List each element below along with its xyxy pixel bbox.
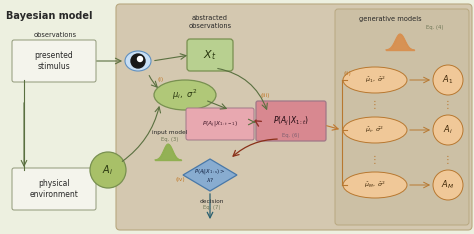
FancyBboxPatch shape: [256, 101, 326, 141]
Text: $A_1$: $A_1$: [442, 74, 454, 86]
Text: $A_i$: $A_i$: [443, 124, 453, 136]
Text: $\mu_i,\ \sigma^2$: $\mu_i,\ \sigma^2$: [173, 88, 198, 102]
Circle shape: [131, 54, 145, 68]
Circle shape: [137, 56, 143, 62]
Text: Bayesian model: Bayesian model: [6, 11, 92, 21]
Text: (iv): (iv): [175, 176, 185, 182]
Text: physical
environment: physical environment: [29, 179, 78, 199]
FancyBboxPatch shape: [116, 4, 472, 230]
Text: Eq. (4): Eq. (4): [427, 25, 444, 30]
FancyBboxPatch shape: [335, 9, 469, 225]
Text: (i): (i): [158, 77, 164, 81]
Ellipse shape: [343, 117, 407, 143]
Text: $\hat{\mu}_1,\ \hat{\sigma}^2$: $\hat{\mu}_1,\ \hat{\sigma}^2$: [365, 75, 385, 85]
Text: input model: input model: [152, 130, 188, 135]
Text: $\hat{\mu}_i,\ \hat{\sigma}^2$: $\hat{\mu}_i,\ \hat{\sigma}^2$: [365, 125, 384, 135]
Text: $\lambda?$: $\lambda?$: [206, 176, 214, 184]
Polygon shape: [183, 159, 237, 191]
Circle shape: [433, 170, 463, 200]
Text: presented
stimulus: presented stimulus: [35, 51, 73, 71]
Text: $P(A_j|X_{1:t-1})$: $P(A_j|X_{1:t-1})$: [202, 119, 238, 129]
Circle shape: [433, 115, 463, 145]
Text: $A_i$: $A_i$: [102, 163, 113, 177]
Ellipse shape: [343, 172, 407, 198]
Text: (ii): (ii): [344, 71, 352, 76]
Text: $X_t$: $X_t$: [203, 48, 217, 62]
Text: ⋮: ⋮: [370, 155, 380, 165]
FancyBboxPatch shape: [12, 40, 96, 82]
Text: ⋮: ⋮: [443, 155, 453, 165]
Text: $P(A_j|X_{1:t})$: $P(A_j|X_{1:t})$: [273, 114, 309, 128]
Text: abstracted
observations: abstracted observations: [189, 15, 232, 29]
FancyBboxPatch shape: [186, 108, 254, 140]
Text: $\hat{\mu}_M,\ \hat{\sigma}^2$: $\hat{\mu}_M,\ \hat{\sigma}^2$: [364, 180, 386, 190]
Ellipse shape: [154, 80, 216, 110]
Text: $A_M$: $A_M$: [441, 179, 455, 191]
Circle shape: [90, 152, 126, 188]
FancyBboxPatch shape: [12, 168, 96, 210]
Text: Eq. (3): Eq. (3): [161, 137, 179, 142]
Text: ⋮: ⋮: [443, 100, 453, 110]
Text: (iii): (iii): [261, 92, 271, 98]
FancyBboxPatch shape: [187, 39, 233, 71]
Ellipse shape: [125, 51, 151, 71]
Text: Eq. (7): Eq. (7): [203, 205, 221, 210]
Text: Eq. (6): Eq. (6): [282, 133, 300, 138]
Text: $P(A_j|X_{1:s})>$: $P(A_j|X_{1:s})>$: [194, 167, 226, 177]
Text: ⋮: ⋮: [370, 100, 380, 110]
Text: observations: observations: [34, 32, 77, 38]
Text: generative models: generative models: [359, 16, 421, 22]
Text: decision: decision: [200, 199, 224, 204]
Ellipse shape: [343, 67, 407, 93]
Circle shape: [433, 65, 463, 95]
